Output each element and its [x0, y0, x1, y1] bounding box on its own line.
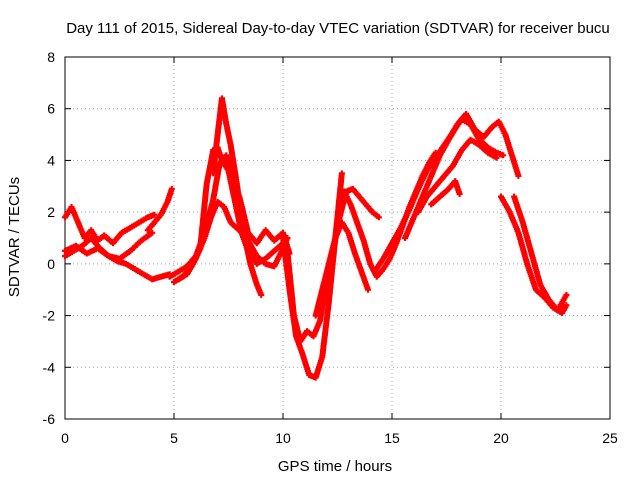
y-tick-label: 0 [47, 256, 55, 272]
x-axis-title: GPS time / hours [278, 458, 392, 475]
chart-title: Day 111 of 2015, Sidereal Day-to-day VTE… [66, 20, 610, 37]
series-16 [428, 178, 463, 208]
series-18-markers [511, 193, 570, 314]
series-14 [402, 110, 522, 241]
y-tick-label: 4 [47, 152, 55, 168]
y-tick-label: 2 [47, 204, 55, 220]
series-11 [312, 219, 371, 319]
y-tick-label: -2 [43, 308, 56, 324]
series-14-markers [402, 110, 522, 241]
series-15 [415, 136, 500, 216]
y-axis-title: SDTVAR / TECUs [6, 177, 23, 297]
y-tick-label: -6 [43, 411, 56, 427]
plot-frame [64, 56, 611, 420]
series-11-markers [312, 219, 371, 319]
series-1 [62, 204, 158, 247]
series-8 [210, 95, 265, 298]
series-3-markers [62, 229, 156, 262]
data-series [62, 95, 570, 381]
x-tick-label: 5 [170, 430, 178, 446]
y-tick-label: -4 [43, 359, 56, 375]
y-tick-labels: -6 -4 -2 0 2 4 6 8 [43, 49, 56, 427]
series-1-markers [62, 204, 158, 247]
series-4-markers [144, 185, 175, 234]
series-15-markers [415, 136, 500, 216]
x-tick-label: 0 [61, 430, 69, 446]
series-3 [62, 229, 156, 262]
series-8-markers [210, 95, 265, 298]
series-4 [144, 185, 175, 234]
series-18 [511, 193, 570, 314]
x-tick-labels: 0 5 10 15 20 25 [61, 430, 618, 446]
x-tick-label: 25 [602, 430, 618, 446]
series-16-markers [428, 178, 463, 208]
y-tick-label: 6 [47, 101, 55, 117]
x-tick-label: 15 [384, 430, 400, 446]
x-tick-label: 10 [275, 430, 291, 446]
series-7-markers [175, 198, 291, 283]
axis-ticks [64, 56, 611, 420]
y-tick-label: 8 [47, 49, 55, 65]
x-tick-label: 20 [493, 430, 509, 446]
series-7 [175, 198, 291, 283]
